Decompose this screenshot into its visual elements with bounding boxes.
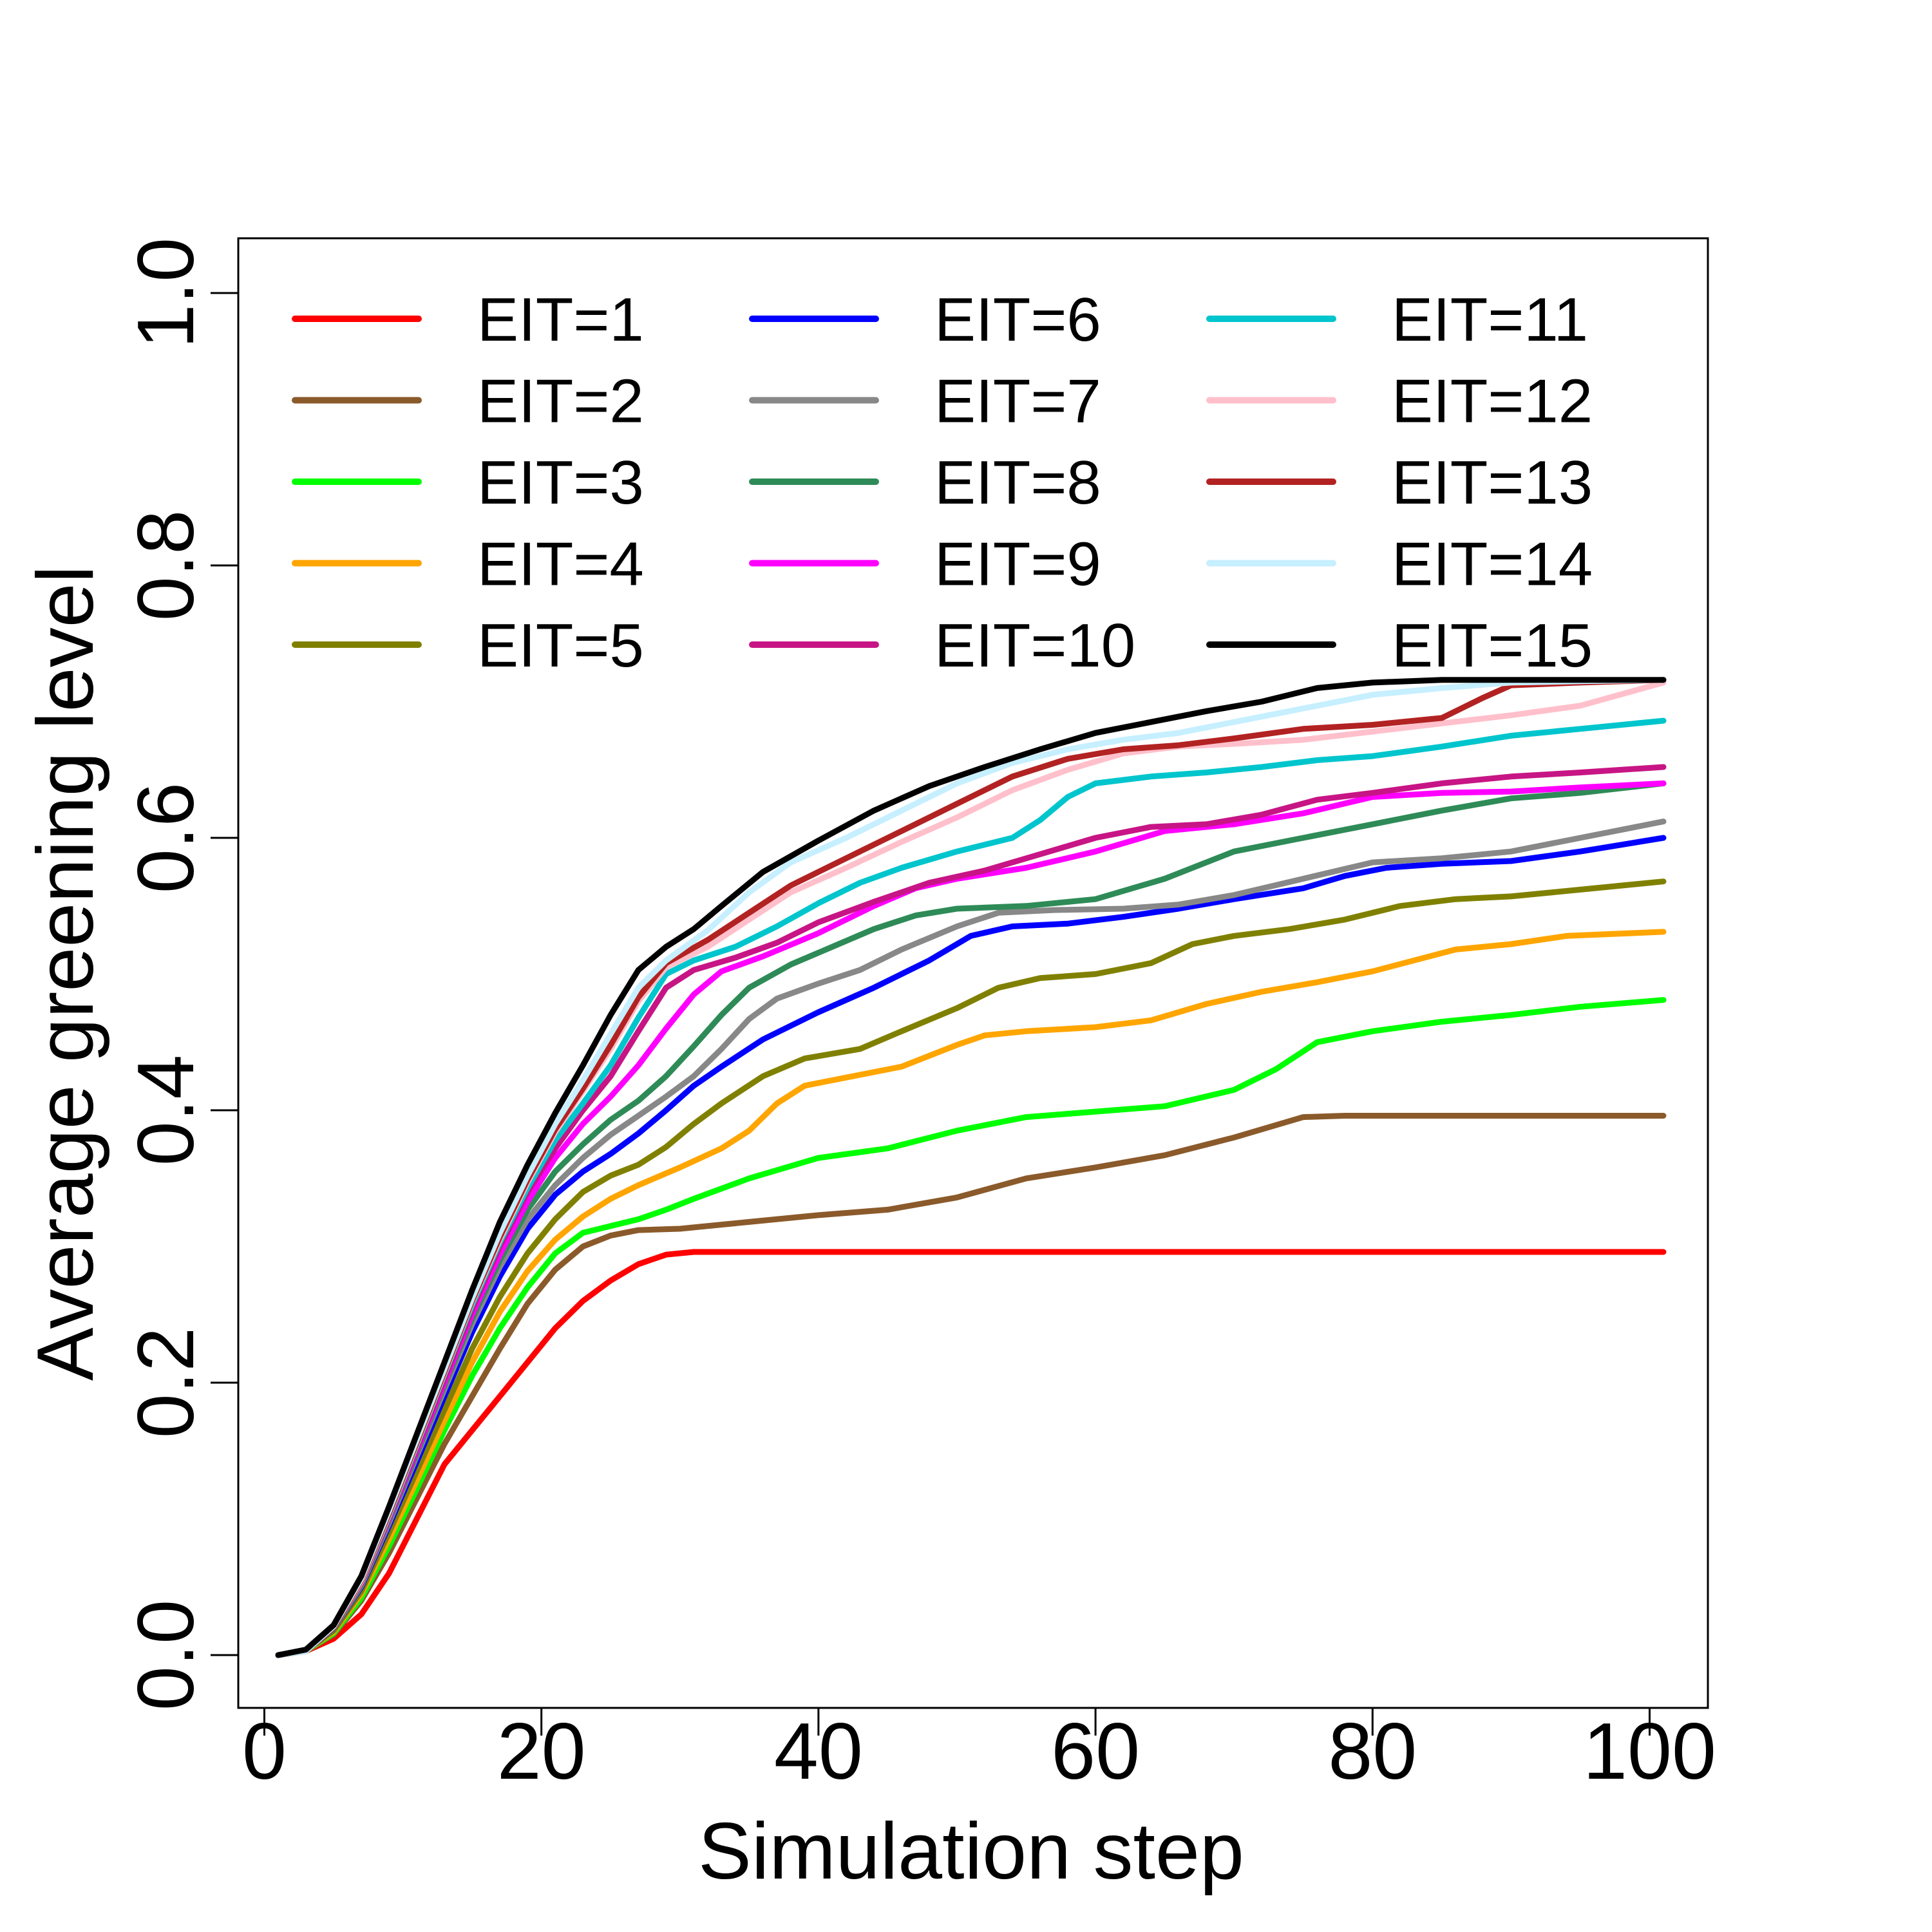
x-axis: 0 20 40 60 80 100	[242, 1707, 1716, 1796]
y-tick-label: 0.0	[122, 1600, 211, 1710]
x-tick-label: 40	[774, 1707, 863, 1796]
series-line-eit-15	[275, 677, 1667, 1658]
legend-label-eit-2: EIT=2	[477, 367, 644, 436]
y-tick-label: 0.8	[122, 510, 211, 621]
series-line-eit-2	[275, 1113, 1667, 1658]
legend-label-eit-12: EIT=12	[1392, 367, 1593, 436]
series-layer	[275, 677, 1667, 1658]
y-tick-label: 1.0	[122, 238, 211, 348]
series-line-eit-3	[275, 997, 1667, 1658]
legend-label-eit-4: EIT=4	[477, 530, 644, 599]
series-line-eit-4	[275, 929, 1667, 1658]
legend-label-eit-7: EIT=7	[934, 367, 1101, 436]
legend-label-eit-3: EIT=3	[477, 448, 644, 517]
legend-label-eit-6: EIT=6	[934, 285, 1101, 354]
legend-label-eit-13: EIT=13	[1392, 448, 1593, 517]
series-line-eit-5	[275, 878, 1667, 1658]
x-tick-label: 20	[497, 1707, 586, 1796]
legend-label-eit-9: EIT=9	[934, 530, 1101, 599]
x-tick-label: 0	[242, 1707, 287, 1796]
series-line-eit-1	[275, 1249, 1667, 1658]
y-tick-label: 0.4	[122, 1055, 211, 1166]
legend-label-eit-8: EIT=8	[934, 448, 1101, 517]
legend-label-eit-1: EIT=1	[477, 285, 644, 354]
y-axis: 0.0 0.2 0.4 0.6 0.8 1.0	[122, 238, 240, 1710]
x-tick-label: 60	[1051, 1707, 1140, 1796]
legend-label-eit-11: EIT=11	[1392, 285, 1588, 354]
legend-label-eit-15: EIT=15	[1392, 611, 1593, 680]
x-axis-title: Simulation step	[698, 1807, 1244, 1896]
x-tick-label: 80	[1328, 1707, 1417, 1796]
y-tick-label: 0.6	[122, 782, 211, 893]
y-tick-label: 0.2	[122, 1327, 211, 1438]
legend-label-eit-14: EIT=14	[1392, 530, 1593, 599]
legend-label-eit-10: EIT=10	[934, 611, 1135, 680]
legend: EIT=1 EIT=2 EIT=3 EIT=4 EIT=5 EIT=6 EIT=7 EIT=8…	[292, 285, 1593, 680]
legend-label-eit-5: EIT=5	[477, 611, 644, 680]
x-tick-label: 100	[1583, 1707, 1716, 1796]
y-axis-title: Average greening level	[21, 565, 110, 1381]
